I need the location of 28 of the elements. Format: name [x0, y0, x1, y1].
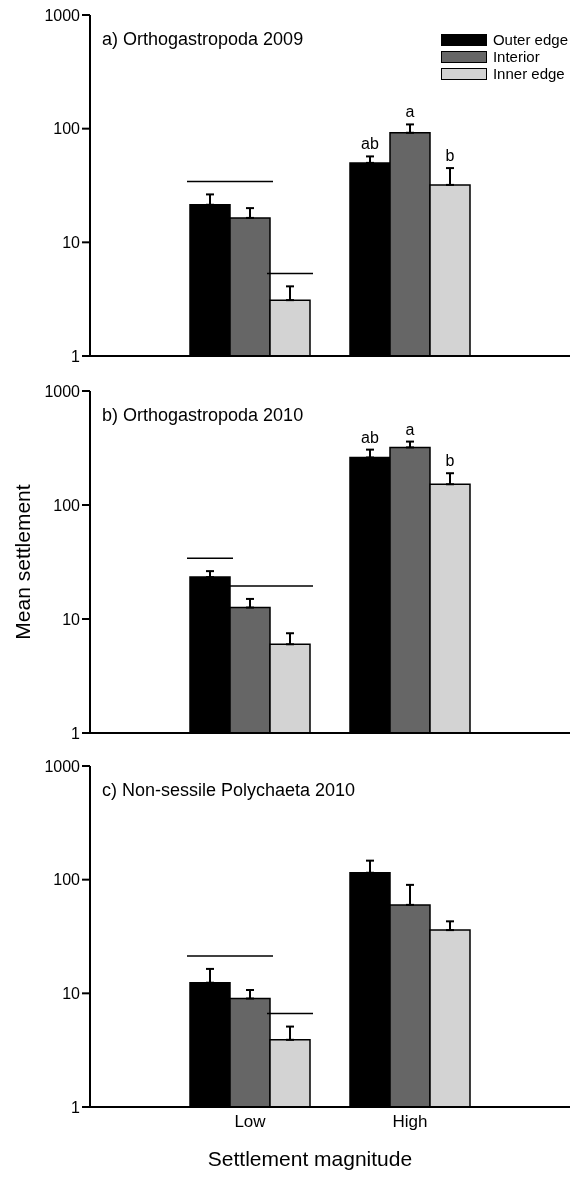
x-tick-label: High [392, 1112, 428, 1132]
x-axis-title: Settlement magnitude [207, 1147, 413, 1170]
y-tick-label: 10 [62, 610, 81, 628]
annotation: ab [361, 428, 379, 446]
y-tick-label: 1 [71, 347, 81, 365]
x-tick-label: Low [234, 1112, 267, 1132]
y-axis-title: Mean settlement [11, 484, 34, 640]
annotation: a [405, 103, 415, 121]
legend-label: Outer edge [492, 31, 568, 48]
text: b) Orthogastropoda 2010 [102, 405, 304, 425]
y-tick-label: 1 [71, 1098, 81, 1116]
annotation: b [445, 452, 455, 470]
y-tick-label: 100 [53, 496, 81, 514]
y-tick-label: 1000 [44, 6, 81, 24]
annotation: a [405, 420, 415, 438]
text: a) Orthogastropoda 2009 [102, 29, 304, 49]
legend-label: Inner edge [492, 65, 565, 82]
y-tick-label: 100 [53, 871, 81, 889]
y-tick-label: 1000 [44, 757, 81, 775]
y-tick-label: 1000 [44, 382, 81, 400]
annotation: ab [361, 135, 379, 153]
legend-label: Interior [492, 48, 540, 65]
text: c) Non-sessile Polychaeta 2010 [102, 780, 356, 800]
y-tick-label: 1 [71, 724, 81, 742]
y-tick-label: 10 [62, 985, 81, 1003]
annotation: b [445, 147, 455, 165]
y-tick-label: 100 [53, 120, 81, 138]
y-tick-label: 10 [62, 234, 81, 252]
